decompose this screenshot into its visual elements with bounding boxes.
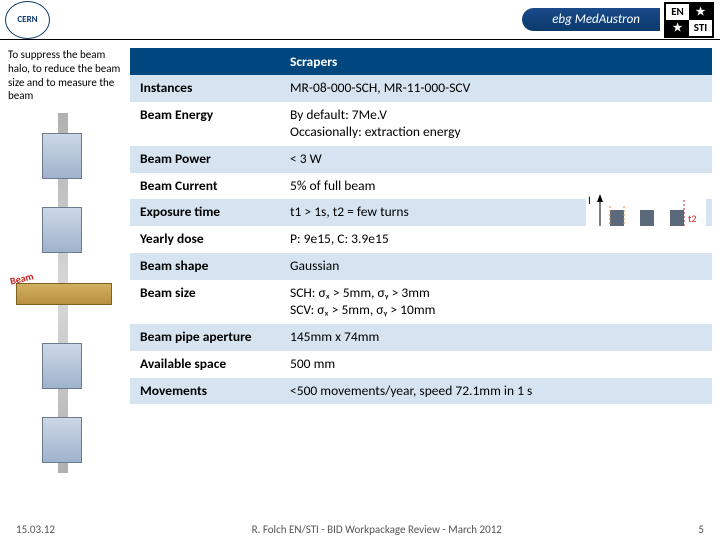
row-value: t1 > 1s, t2 = few turns I t t1t2 xyxy=(280,199,712,226)
table-row: Beam shapeGaussian xyxy=(130,253,712,280)
row-value: SCH: σₓ > 5mm, σᵧ > 3mmSCV: σₓ > 5mm, σᵧ… xyxy=(280,280,712,324)
row-value: < 3 W xyxy=(280,146,712,173)
cern-logo: CERN xyxy=(5,1,50,39)
table-row: Beam sizeSCH: σₓ > 5mm, σᵧ > 3mmSCV: σₓ … xyxy=(130,280,712,324)
row-value: P: 9e15, C: 3.9e15 xyxy=(280,226,712,253)
side-column: To suppress the beam halo, to reduce the… xyxy=(0,44,130,514)
row-key: Beam size xyxy=(130,280,280,324)
footer-center: R. Folch EN/STI - BID Workpackage Review… xyxy=(252,523,502,536)
table-row: Exposure timet1 > 1s, t2 = few turns I t… xyxy=(130,199,712,226)
ensti-sti: STI xyxy=(689,20,712,36)
row-key: Beam Power xyxy=(130,146,280,173)
table-row: Beam Power< 3 W xyxy=(130,146,712,173)
ensti-en: EN xyxy=(666,4,689,20)
row-value: 145mm x 74mm xyxy=(280,324,712,351)
row-key: Beam shape xyxy=(130,253,280,280)
row-value: Gaussian xyxy=(280,253,712,280)
table-row: Available space500 mm xyxy=(130,351,712,378)
slide-footer: 15.03.12 R. Folch EN/STI - BID Workpacka… xyxy=(0,523,720,536)
ensti-star1: ★ xyxy=(689,4,712,20)
table-header-row: Scrapers xyxy=(130,48,712,75)
svg-text:I: I xyxy=(588,194,591,207)
medaustron-pill: ebg MedAustron xyxy=(522,8,660,31)
table-row: InstancesMR-08-000-SCH, MR-11-000-SCV xyxy=(130,75,712,102)
row-key: Beam Current xyxy=(130,173,280,200)
svg-text:t2: t2 xyxy=(688,212,696,225)
table-title: Scrapers xyxy=(280,48,712,75)
row-value: <500 movements/year, speed 72.1mm in 1 s xyxy=(280,378,712,405)
table-header-blank xyxy=(130,48,280,75)
row-key: Yearly dose xyxy=(130,226,280,253)
side-note: To suppress the beam halo, to reduce the… xyxy=(8,48,124,103)
row-key: Instances xyxy=(130,75,280,102)
row-key: Beam Energy xyxy=(130,102,280,146)
row-key: Exposure time xyxy=(130,199,280,226)
row-key: Beam pipe aperture xyxy=(130,324,280,351)
row-value: 500 mm xyxy=(280,351,712,378)
spec-table: Scrapers InstancesMR-08-000-SCH, MR-11-0… xyxy=(130,48,712,404)
footer-page: 5 xyxy=(698,523,704,536)
ensti-star2: ★ xyxy=(666,20,689,36)
table-row: Beam EnergyBy default: 7Me.VOccasionally… xyxy=(130,102,712,146)
table-row: Movements<500 movements/year, speed 72.1… xyxy=(130,378,712,405)
table-row: Beam pipe aperture145mm x 74mm xyxy=(130,324,712,351)
footer-date: 15.03.12 xyxy=(16,523,55,536)
ensti-logo: EN ★ ★ STI xyxy=(664,2,714,38)
table-row: Yearly doseP: 9e15, C: 3.9e15 xyxy=(130,226,712,253)
row-key: Available space xyxy=(130,351,280,378)
device-render: Beam xyxy=(8,113,120,473)
slide-header: CERN ebg MedAustron EN ★ ★ STI xyxy=(0,0,720,40)
spec-table-wrap: Scrapers InstancesMR-08-000-SCH, MR-11-0… xyxy=(130,44,720,514)
row-key: Movements xyxy=(130,378,280,405)
row-value: By default: 7Me.VOccasionally: extractio… xyxy=(280,102,712,146)
row-value: MR-08-000-SCH, MR-11-000-SCV xyxy=(280,75,712,102)
